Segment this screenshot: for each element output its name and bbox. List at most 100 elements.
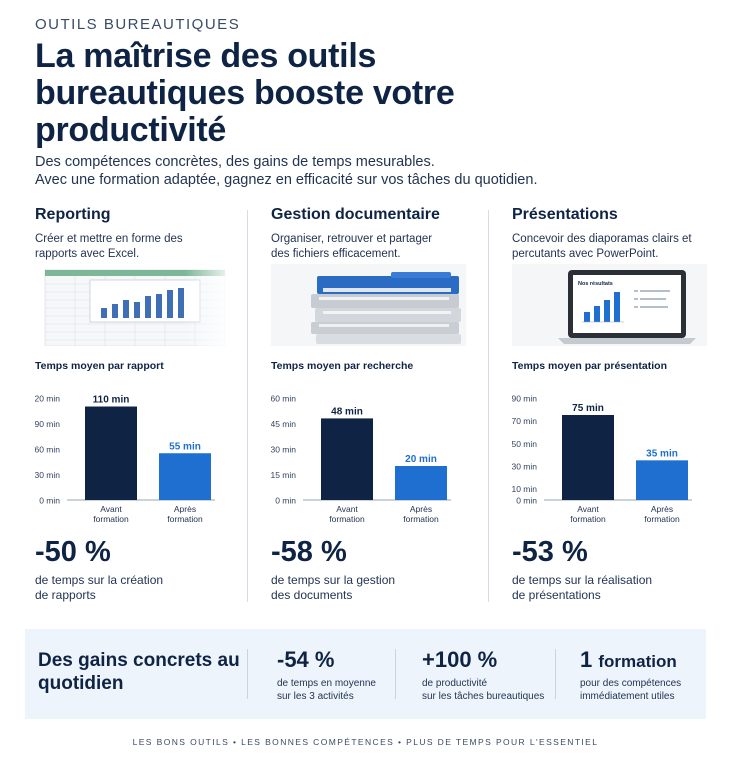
category-label: Avant (336, 504, 358, 514)
footer-tagline: LES BONS OUTILS • LES BONNES COMPÉTENCES… (132, 737, 599, 747)
band-title: Des gains concrets au quotidien (38, 650, 240, 694)
chart-title: Temps moyen par rapport (35, 360, 164, 372)
spreadsheet-illustration (44, 264, 230, 346)
bar (321, 418, 373, 500)
stat-description-line: pour des compétences (580, 678, 682, 689)
stat-productivity: +100 % de productivité sur les tâches bu… (422, 647, 544, 703)
y-tick-label: 30 min (35, 470, 60, 480)
stat-description-line: sur les tâches bureautiques (422, 691, 545, 702)
eyebrow: OUTILS BUREAUTIQUES (35, 16, 241, 33)
y-tick-label: 30 min (271, 445, 296, 455)
stat-value: -54 % (277, 647, 335, 672)
y-tick-label: 45 min (271, 419, 296, 429)
category-label: formation (329, 514, 365, 524)
stat-average: -54 % de temps en moyenne sur les 3 acti… (277, 647, 376, 703)
bar (159, 453, 211, 500)
band-divider (395, 649, 396, 699)
summary-band: Des gains concrets au quotidien -54 % de… (25, 629, 706, 719)
data-label: 35 min (646, 448, 678, 459)
category-label: Avant (100, 504, 122, 514)
percent-description-line: de temps sur la réalisation (512, 573, 653, 587)
percent-gain: -53 % (512, 536, 588, 568)
bar (562, 415, 614, 500)
bar (395, 466, 447, 500)
column-description: Créer et mettre en forme des rapports av… (35, 233, 183, 260)
column-divider (247, 210, 248, 602)
data-label: 20 min (405, 454, 437, 465)
percent-description-line: de rapports (35, 588, 96, 602)
band-divider (247, 649, 248, 699)
percent-description-line: de présentations (512, 588, 601, 602)
stat-formation: 1 formation pour des compétences immédia… (580, 647, 681, 703)
percent-description-line: des documents (271, 588, 353, 602)
y-tick-label: 90 min (35, 419, 60, 429)
y-tick-label: 10 min (512, 484, 537, 494)
bar (636, 460, 688, 500)
percent-gain: -50 % (35, 536, 111, 568)
column-gestion-documentaire: Gestion documentaire Organiser, retrouve… (271, 206, 496, 606)
slide-title: Nos résultats (578, 281, 613, 287)
data-label: 55 min (169, 441, 201, 452)
band-divider (555, 649, 556, 699)
column-presentations: Présentations Concevoir des diaporamas c… (512, 206, 731, 606)
stat-description: pour des compétences immédiatement utile… (580, 677, 681, 703)
category-label: Avant (577, 504, 599, 514)
column-title: Reporting (35, 206, 111, 223)
column-reporting: Reporting Créer et mettre en forme des r… (35, 206, 260, 606)
y-tick-label: 60 min (35, 445, 60, 455)
percent-description: de temps sur la gestion des documents (271, 573, 431, 603)
y-tick-label: 0 min (516, 496, 537, 506)
bar-chart-gestion: 0 min 15 min 30 min 45 min 60 min 48 min Avant… (271, 394, 451, 524)
y-tick-label: 0 min (39, 496, 60, 506)
bar-chart-reporting: 0 min 30 min 60 min 90 min 120 min 110 min Ava… (35, 394, 215, 524)
data-label: 110 min (93, 395, 130, 406)
subtitle-line: Avec une formation adaptée, gagnez en ef… (35, 172, 538, 188)
y-tick-label: 60 min (271, 394, 296, 404)
y-tick-label: 90 min (512, 394, 537, 404)
subtitle: Des compétences concrètes, des gains de … (35, 153, 685, 189)
stat-description-line: immédiatement utiles (580, 691, 675, 702)
category-label: formation (403, 514, 439, 524)
category-label: Après (651, 504, 673, 514)
y-tick-label: 70 min (512, 416, 537, 426)
y-tick-label: 15 min (271, 470, 296, 480)
category-label: formation (167, 514, 203, 524)
stat-description: de productivité sur les tâches bureautiq… (422, 677, 544, 703)
y-tick-label: 50 min (512, 439, 537, 449)
page-title: La maîtrise des outils bureautiques boos… (35, 37, 455, 149)
stat-description: de temps en moyenne sur les 3 activités (277, 677, 376, 703)
data-label: 75 min (572, 403, 604, 414)
subtitle-line: Des compétences concrètes, des gains de … (35, 154, 435, 170)
category-label: Après (174, 504, 196, 514)
stat-description-line: de productivité (422, 678, 488, 689)
data-label: 48 min (331, 406, 363, 417)
bar (85, 406, 137, 500)
y-tick-label: 30 min (512, 462, 537, 472)
chart-title: Temps moyen par présentation (512, 360, 668, 372)
y-tick-label: 120 min (35, 394, 60, 404)
chart-title: Temps moyen par recherche (271, 360, 414, 372)
percent-description: de temps sur la création de rapports (35, 573, 195, 603)
stat-word: formation (598, 652, 677, 671)
percent-description-line: de temps sur la gestion (271, 573, 396, 587)
stat-description-line: sur les 3 activités (277, 691, 354, 702)
percent-description-line: de temps sur la création (35, 573, 164, 587)
laptop-illustration: Nos résultats (512, 264, 707, 346)
column-title: Gestion documentaire (271, 206, 440, 223)
column-description: Organiser, retrouver et partager des fic… (271, 233, 433, 260)
stat-number: 1 (580, 647, 593, 672)
stat-value: +100 % (422, 647, 498, 672)
category-label: formation (93, 514, 129, 524)
percent-description: de temps sur la réalisation de présentat… (512, 573, 672, 603)
y-tick-label: 0 min (275, 496, 296, 506)
column-description: Concevoir des diaporamas clairs et percu… (512, 233, 692, 260)
bar-chart-presentations: 0 min 10 min 30 min 50 min 70 min 90 min 75 mi… (512, 394, 692, 524)
binders-illustration (271, 264, 466, 346)
category-label: Après (410, 504, 432, 514)
column-title: Présentations (512, 206, 618, 223)
stat-description-line: de temps en moyenne (277, 678, 376, 689)
category-label: formation (644, 514, 680, 524)
category-label: formation (570, 514, 606, 524)
column-divider (488, 210, 489, 602)
percent-gain: -58 % (271, 536, 347, 568)
